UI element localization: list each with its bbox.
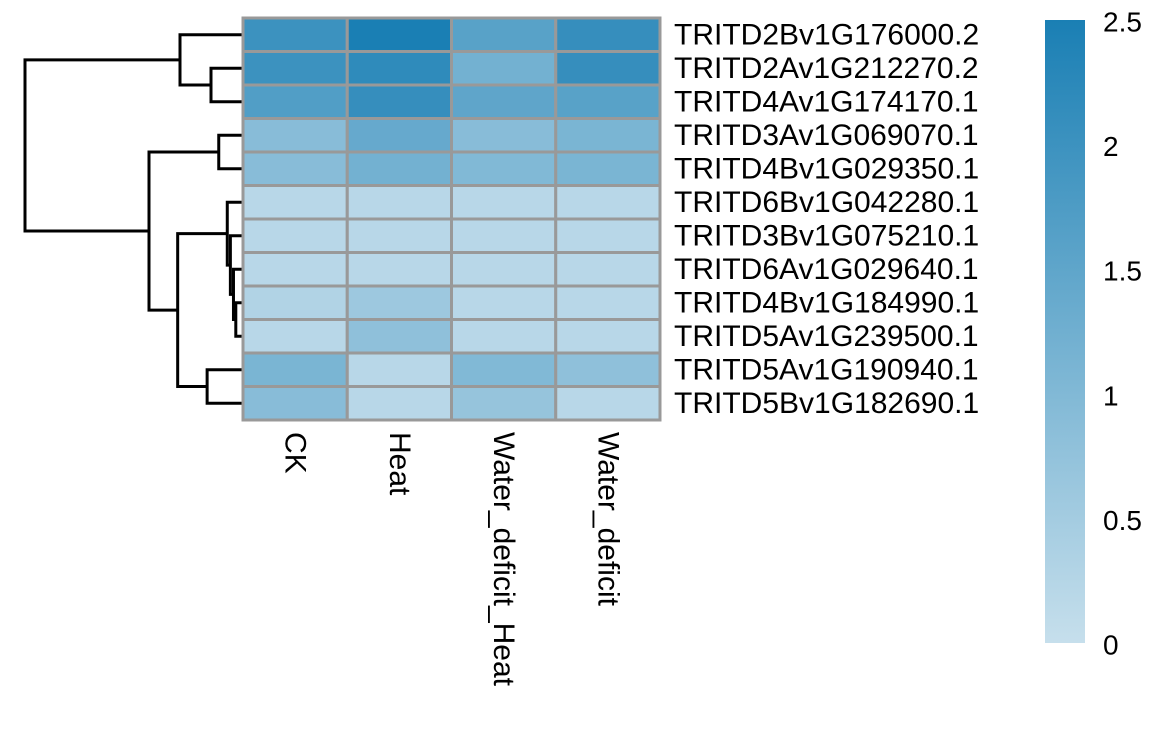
row-label: TRITD5Bv1G182690.1 — [674, 387, 979, 420]
row-label: TRITD6Av1G029640.1 — [674, 253, 979, 286]
heatmap-cell — [450, 16, 558, 53]
heatmap-cell — [450, 351, 558, 388]
heatmap-cell — [345, 83, 453, 120]
dendrogram-branch — [217, 133, 242, 171]
heatmap-cell — [450, 217, 558, 254]
heatmap-cell — [345, 351, 453, 388]
heatmap-cell — [554, 50, 662, 87]
heatmap-cell — [450, 83, 558, 120]
dendrogram-branch — [176, 232, 228, 388]
heatmap-cell — [345, 318, 453, 355]
heatmap-cell — [345, 284, 453, 321]
heatmap-cell — [241, 318, 349, 355]
heatmap-cell — [554, 385, 662, 422]
legend-tick-label: 1 — [1103, 380, 1119, 411]
heatmap-cell — [554, 16, 662, 53]
heatmap-cell — [554, 83, 662, 120]
row-label: TRITD4Av1G174170.1 — [674, 85, 979, 118]
heatmap-cell — [345, 184, 453, 221]
heatmap-cell — [450, 318, 558, 355]
heatmap-cell — [241, 217, 349, 254]
dendrogram-branch — [231, 267, 242, 321]
column-label: CK — [279, 432, 312, 474]
heatmap-cell — [450, 150, 558, 187]
heatmap-cell — [345, 217, 453, 254]
row-label: TRITD5Av1G239500.1 — [674, 320, 979, 353]
legend-tick-label: 1.5 — [1103, 256, 1142, 287]
dendrogram-branch — [147, 150, 219, 312]
heatmap-cell — [554, 184, 662, 221]
legend-tick-label: 0.5 — [1103, 505, 1142, 536]
heatmap-cell — [345, 50, 453, 87]
heatmap-cell — [450, 117, 558, 154]
heatmap-cell — [554, 351, 662, 388]
heatmap-cell — [450, 184, 558, 221]
heatmap-cell — [450, 50, 558, 87]
column-label: Water_deficit_Heat — [487, 432, 520, 687]
heatmap-cell — [345, 16, 453, 53]
legend-tick-label: 2.5 — [1103, 7, 1142, 38]
row-label: TRITD2Av1G212270.2 — [674, 52, 979, 85]
heatmap-cell — [554, 117, 662, 154]
heatmap-cell — [450, 284, 558, 321]
heatmap-cell — [345, 117, 453, 154]
row-label: TRITD4Bv1G184990.1 — [674, 286, 979, 319]
heatmap-cell — [241, 150, 349, 187]
row-label: TRITD4Bv1G029350.1 — [674, 152, 979, 185]
column-label: Heat — [383, 432, 416, 496]
color-legend: 0 0.5 1 1.5 2 2.5 — [1045, 7, 1142, 661]
heatmap-cell — [345, 150, 453, 187]
heatmap-cell — [241, 50, 349, 87]
column-labels: CK Heat Water_deficit_Heat Water_deficit — [279, 432, 625, 687]
heatmap-cell — [241, 83, 349, 120]
row-dendrogram — [23, 33, 242, 405]
dendrogram-branch — [209, 66, 242, 104]
heatmap-cell — [450, 385, 558, 422]
heatmap-cell — [241, 184, 349, 221]
dendrogram-branch — [234, 301, 242, 338]
heatmap-cell — [241, 16, 349, 53]
row-label: TRITD2Bv1G176000.2 — [674, 18, 979, 51]
dendrogram-branch — [23, 58, 180, 233]
heatmap-cell — [241, 351, 349, 388]
heatmap-cell — [554, 318, 662, 355]
heatmap-cells — [241, 16, 662, 422]
heatmap-cell — [241, 251, 349, 288]
heatmap-cell — [241, 284, 349, 321]
row-label: TRITD6Bv1G042280.1 — [674, 186, 979, 219]
column-label: Water_deficit — [591, 432, 624, 607]
heatmap-cell — [554, 251, 662, 288]
heatmap-cell — [241, 385, 349, 422]
heatmap-cell — [345, 385, 453, 422]
legend-tick-label: 0 — [1103, 630, 1119, 661]
heatmap-cell — [554, 217, 662, 254]
heatmap-cell — [241, 117, 349, 154]
legend-color-bar — [1045, 20, 1085, 643]
row-label: TRITD3Av1G069070.1 — [674, 119, 979, 152]
row-label: TRITD5Av1G190940.1 — [674, 353, 979, 386]
heatmap-cell — [450, 251, 558, 288]
heatmap-cell — [554, 150, 662, 187]
heatmap-cell — [554, 284, 662, 321]
dendrogram-branch — [205, 368, 242, 405]
row-label: TRITD3Bv1G075210.1 — [674, 219, 979, 252]
legend-tick-label: 2 — [1103, 131, 1119, 162]
row-labels: TRITD2Bv1G176000.2TRITD2Av1G212270.2TRIT… — [674, 18, 979, 420]
heatmap-cell — [345, 251, 453, 288]
